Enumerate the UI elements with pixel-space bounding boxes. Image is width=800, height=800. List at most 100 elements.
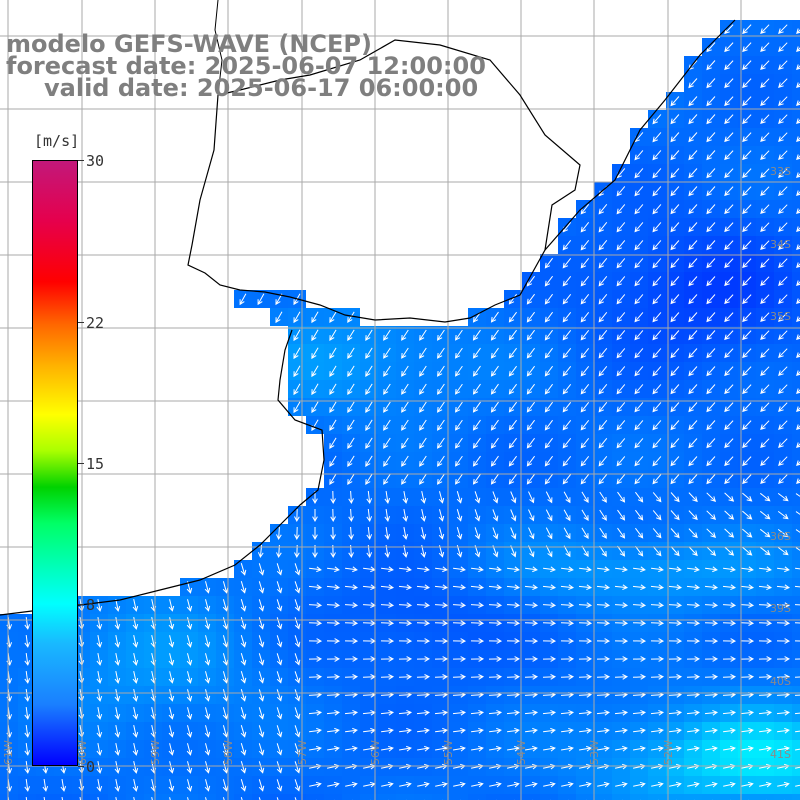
wind-arrow [114, 617, 121, 630]
wind-arrow [598, 473, 608, 485]
wind-arrow [222, 617, 229, 630]
wind-arrow [490, 329, 499, 341]
wind-arrow [561, 727, 574, 734]
wind-arrow [794, 712, 800, 715]
wind-arrow [132, 778, 139, 792]
wind-arrow [524, 584, 539, 591]
wind-arrow [416, 602, 431, 608]
wind-arrow [578, 638, 593, 644]
wind-arrow [778, 438, 788, 449]
wind-arrow [742, 240, 752, 251]
wind-arrow [526, 473, 535, 485]
wind-arrow [508, 401, 517, 413]
wind-arrow [706, 492, 717, 502]
wind-arrow [560, 602, 575, 608]
wind-arrow [632, 656, 647, 662]
wind-arrow [724, 168, 734, 179]
wind-arrow [434, 638, 449, 644]
wind-arrow [706, 348, 716, 359]
wind-arrow [401, 419, 409, 431]
wind-arrow [276, 797, 279, 800]
wind-arrow [401, 329, 409, 341]
wind-arrow [706, 546, 717, 556]
wind-arrow [777, 566, 790, 573]
wind-arrow [635, 527, 644, 539]
wind-arrow [258, 743, 265, 756]
wind-arrow [456, 509, 463, 522]
wind-arrow [742, 456, 752, 467]
wind-cell [162, 794, 180, 800]
wind-arrow [760, 60, 770, 71]
wind-arrow [417, 566, 430, 573]
wind-arrow [435, 745, 448, 752]
wind-arrow [435, 566, 448, 573]
wind-arrow [580, 329, 590, 341]
wind-arrow [724, 96, 734, 107]
wind-arrow [488, 656, 503, 662]
wind-arrow [670, 474, 680, 485]
wind-cell [648, 794, 666, 800]
wind-arrow [616, 420, 626, 431]
wind-arrow [796, 154, 800, 161]
wind-arrow [616, 438, 626, 449]
wind-arrow [686, 602, 701, 608]
wind-arrow [580, 239, 590, 251]
wind-arrow [759, 492, 771, 502]
wind-cell [792, 380, 800, 398]
wind-arrow [384, 509, 391, 522]
wind-arrow [670, 132, 680, 143]
wind-arrow [276, 779, 283, 792]
wind-arrow [741, 745, 754, 752]
latitude-label: 35S [770, 310, 791, 323]
title-forecast-date: forecast date: 2025-06-07 12:00:00 [6, 52, 486, 80]
wind-arrow [489, 566, 502, 573]
wind-arrow [581, 545, 589, 557]
wind-arrow [490, 419, 499, 431]
wind-arrow [580, 347, 590, 359]
wind-arrow [24, 743, 31, 756]
wind-arrow [526, 365, 535, 377]
wind-arrow [562, 401, 572, 413]
wind-arrow [132, 706, 139, 720]
wind-arrow [578, 602, 593, 608]
wind-arrow [365, 473, 373, 485]
wind-arrow [545, 509, 553, 522]
wind-arrow [488, 602, 503, 608]
wind-arrow [652, 186, 662, 197]
wind-arrow [706, 276, 716, 287]
wind-arrow [670, 456, 680, 467]
wind-arrow [794, 676, 800, 678]
wind-arrow [687, 781, 700, 788]
wind-cell [792, 722, 800, 740]
wind-arrow [453, 566, 466, 573]
wind-arrow [258, 617, 265, 630]
wind-arrow [598, 221, 608, 233]
wind-arrow [222, 689, 229, 702]
wind-arrow [347, 311, 355, 323]
wind-arrow [688, 438, 698, 449]
wind-arrow [652, 222, 662, 233]
longitude-label: 60W [76, 740, 89, 765]
wind-cell [558, 794, 576, 800]
wind-arrow [508, 311, 517, 323]
wind-cell [288, 794, 306, 800]
coastline-uruguay-brazil [187, 19, 736, 323]
wind-arrow [204, 689, 211, 702]
wind-arrow [796, 226, 800, 233]
wind-arrow [294, 797, 297, 800]
wind-arrow [634, 276, 644, 287]
wind-arrow [456, 527, 463, 540]
wind-arrow [419, 419, 427, 431]
wind-arrow [168, 779, 175, 792]
wind-cell [126, 794, 144, 800]
wind-arrow [616, 312, 626, 323]
wind-cell [792, 200, 800, 218]
wind-arrow [742, 492, 753, 502]
wind-arrow [759, 781, 772, 788]
wind-cell [108, 794, 126, 800]
longitude-label: 55W [442, 740, 455, 765]
wind-arrow [293, 329, 301, 342]
wind-arrow [562, 311, 572, 323]
wind-arrow [724, 24, 734, 35]
wind-arrow [257, 293, 265, 306]
